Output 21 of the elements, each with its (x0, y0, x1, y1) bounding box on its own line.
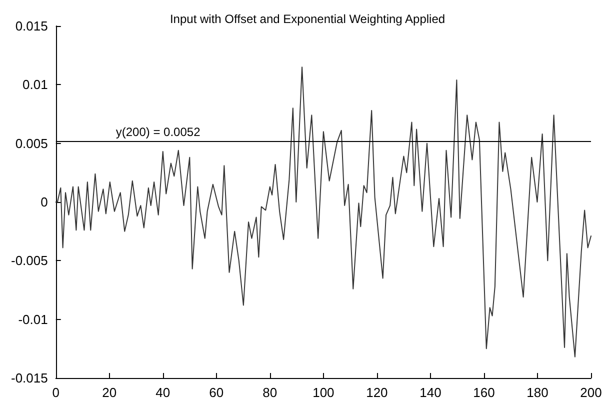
x-tick-label: 60 (209, 385, 224, 400)
x-tick-label: 100 (312, 385, 334, 400)
y-tick-label: 0 (40, 194, 48, 210)
ref-line-label: y(200) = 0.0052 (116, 124, 201, 139)
x-tick-label: 0 (52, 385, 60, 400)
y-tick-label: -0.005 (10, 253, 48, 268)
y-tick-label: -0.01 (18, 312, 48, 327)
y-tick-label: 0.01 (22, 77, 48, 92)
line-series (55, 66, 592, 358)
x-tick-label: 40 (156, 385, 170, 400)
x-tick-label: 160 (473, 385, 495, 400)
chart-title: Input with Offset and Exponential Weighting Applied (170, 12, 446, 26)
y-tick-label: -0.015 (10, 370, 48, 386)
x-tick-label: 140 (420, 385, 442, 400)
x-tick-label: 200 (580, 385, 602, 400)
x-tick-label: 180 (526, 385, 548, 400)
y-tick-label: 0.005 (15, 136, 48, 151)
x-tick-label: 120 (366, 385, 388, 400)
x-tick-label: 80 (262, 385, 278, 400)
x-tick-label: 20 (102, 385, 117, 400)
y-tick-label: 0.015 (15, 18, 48, 34)
